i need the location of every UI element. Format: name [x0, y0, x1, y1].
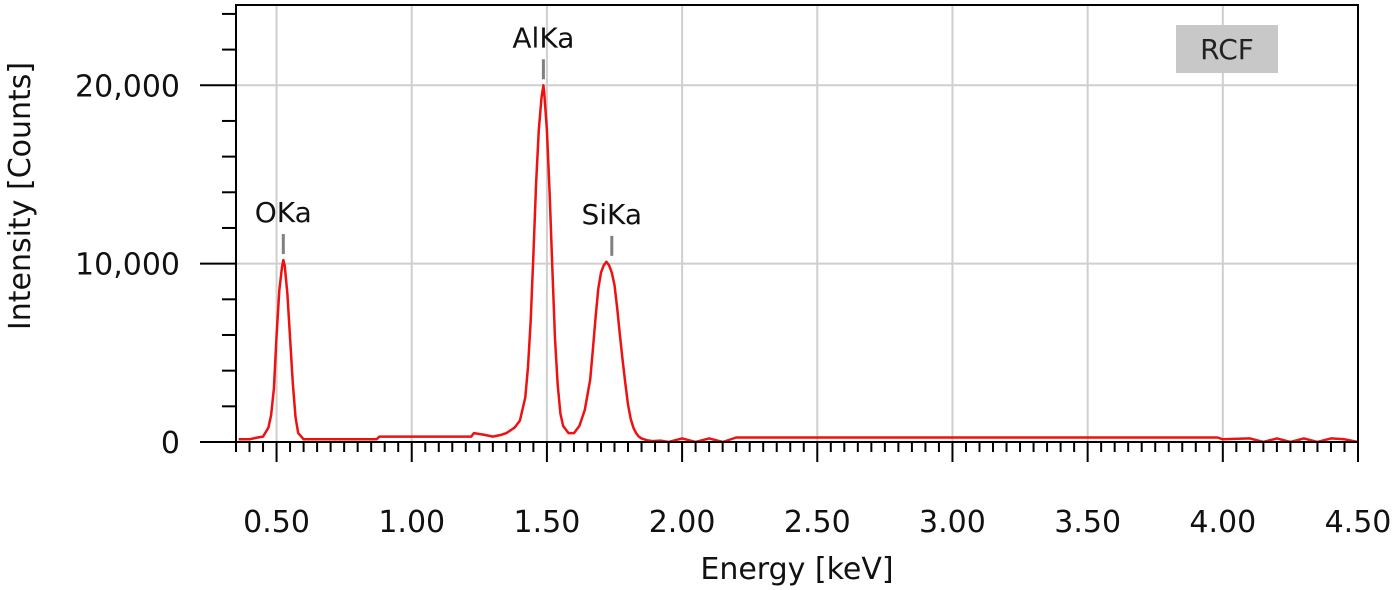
- y-tick-label: 20,000: [75, 69, 180, 104]
- x-tick-label: 3.50: [1054, 505, 1121, 540]
- x-tick-label: 4.50: [1325, 505, 1392, 540]
- x-tick-label: 4.00: [1189, 505, 1256, 540]
- x-axis-label: Energy [keV]: [700, 552, 893, 587]
- y-tick-label: 10,000: [75, 248, 180, 283]
- y-tick-label: 0: [161, 426, 180, 461]
- x-tick-label: 1.00: [378, 505, 445, 540]
- peak-label: AlKa: [512, 21, 574, 54]
- axis-ticks: [200, 12, 1359, 462]
- x-tick-label: 2.00: [649, 505, 716, 540]
- peak-label: SiKa: [582, 198, 643, 231]
- x-tick-label: 3.00: [919, 505, 986, 540]
- rcf-badge-label: RCF: [1200, 33, 1254, 66]
- y-axis-label: Intensity [Counts]: [3, 62, 38, 330]
- x-tick-label: 2.50: [784, 505, 851, 540]
- peak-label: OKa: [255, 196, 312, 229]
- series-line: [238, 84, 1359, 444]
- plot-frame: [235, 4, 1359, 443]
- rcf-badge-background: [1176, 25, 1278, 73]
- peak-annotations: OKa AlKa SiKa: [255, 21, 642, 256]
- rcf-badge: RCF: [1176, 25, 1278, 73]
- x-tick-label: 0.50: [243, 505, 310, 540]
- x-tick-label: 1.50: [514, 505, 581, 540]
- tick-labels: 0.50 1.00 1.50 2.00 2.50 3.00 3.50 4.00 4.50 0 10,…: [75, 69, 1391, 540]
